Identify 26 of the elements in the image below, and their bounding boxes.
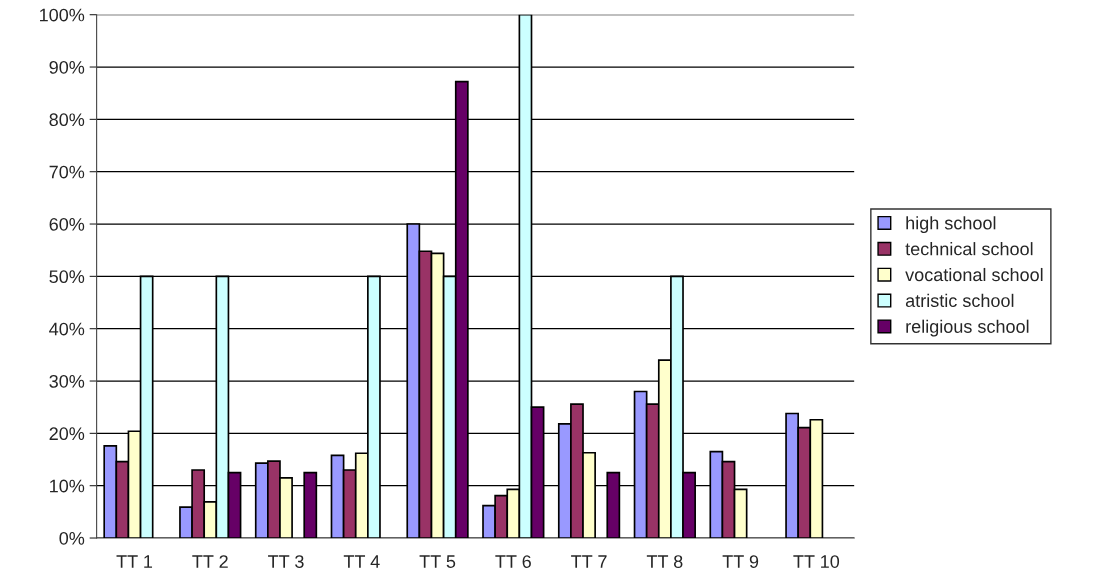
y-tick-label: 60% (49, 217, 85, 231)
y-tick-label: 100% (40, 8, 85, 22)
legend-label: high school (906, 216, 996, 234)
x-tick-label: TT 3 (268, 555, 304, 568)
x-tick-label: TT 9 (722, 555, 759, 568)
y-tick-label: 70% (49, 165, 85, 179)
y-tick-label: 90% (49, 60, 85, 74)
y-tick-label: 20% (49, 427, 85, 441)
legend-label: technical school (905, 242, 1033, 256)
y-tick-label: 50% (49, 270, 85, 284)
legend-label: vocational school (905, 267, 1043, 282)
y-tick-label: 30% (49, 374, 85, 388)
legend-label: atristic school (905, 293, 1014, 308)
x-tick-label: TT 8 (646, 555, 683, 568)
legend-label: religious school (906, 319, 1029, 337)
x-tick-label: TT 4 (343, 555, 380, 568)
x-tick-label: TT 1 (116, 555, 153, 568)
x-tick-label: TT 7 (571, 555, 607, 568)
x-tick-label: TT 10 (793, 555, 840, 568)
y-tick-label: 10% (50, 479, 85, 493)
y-tick-label: 40% (49, 322, 85, 336)
y-tick-label: 80% (49, 113, 85, 127)
x-tick-label: TT 6 (495, 555, 531, 568)
x-tick-label: TT 2 (192, 555, 228, 568)
x-tick-label: TT 5 (419, 555, 456, 568)
y-tick-label: 0% (59, 531, 85, 545)
